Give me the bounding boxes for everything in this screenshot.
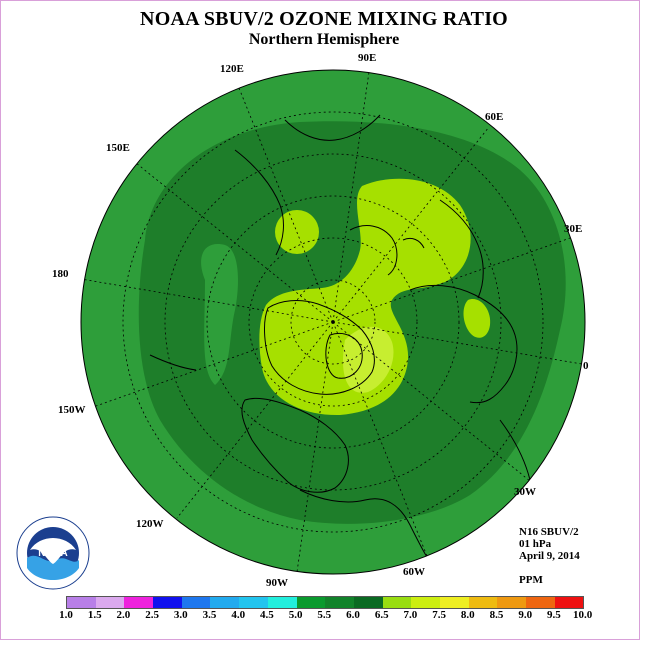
colorbar-segment xyxy=(67,597,96,608)
longitude-meridians xyxy=(81,71,583,573)
lon-label-30w: 30W xyxy=(514,486,536,498)
instrument-label: N16 SBUV/2 xyxy=(519,526,579,538)
lon-label-150e: 150E xyxy=(106,142,130,154)
colorbar-tick-label: 7.5 xyxy=(432,609,446,621)
colorbar-segment xyxy=(497,597,526,608)
figure-title: NOAA SBUV/2 OZONE MIXING RATIO xyxy=(140,8,508,30)
coastlines xyxy=(149,114,531,574)
lon-label-60w: 60W xyxy=(403,566,425,578)
colorbar-tick-label: 7.0 xyxy=(403,609,418,621)
colorbar-segment xyxy=(554,597,584,608)
colorbar-tick-label: 10.0 xyxy=(572,609,593,621)
colorbar-segment xyxy=(181,597,211,608)
colorbar-segment xyxy=(267,597,297,608)
colorbar-segment xyxy=(325,597,354,608)
colorbar-tick-label: 2.5 xyxy=(145,609,159,621)
colorbar-segment xyxy=(210,597,240,608)
lon-label-90w: 90W xyxy=(266,577,288,589)
colorbar-tick-label: 4.5 xyxy=(260,609,274,621)
high-ozone-east-patch xyxy=(463,299,491,338)
latitude-circles xyxy=(122,111,544,533)
figure-frame xyxy=(0,0,640,640)
colorbar-segment xyxy=(353,597,383,608)
colorbar-segment xyxy=(296,597,326,608)
lon-label-30e: 30E xyxy=(564,223,583,235)
colorbar-tick-label: 6.5 xyxy=(374,609,389,621)
colorbar-segment xyxy=(468,597,498,608)
colorbar-tick-label: 8.0 xyxy=(460,609,475,621)
lon-label-90e: 90E xyxy=(358,52,377,64)
colorbar xyxy=(66,596,585,609)
high-ozone-band xyxy=(259,178,471,416)
pressure-level-label: 01 hPa xyxy=(519,538,552,550)
colorbar-segment xyxy=(526,597,555,608)
noaa-logo-text: NOAA xyxy=(38,548,67,559)
date-label: April 9, 2014 xyxy=(519,550,580,562)
colorbar-tick-label: 3.5 xyxy=(202,609,217,621)
colorbar-segment xyxy=(411,597,440,608)
colorbar-tick-label: 9.0 xyxy=(518,609,533,621)
colorbar-segment xyxy=(239,597,268,608)
colorbar-tick-label: 6.0 xyxy=(346,609,360,621)
colorbar-tick-label: 4.0 xyxy=(231,609,246,621)
lon-label-180: 180 xyxy=(52,268,69,280)
colorbar-tick-label: 2.0 xyxy=(116,609,131,621)
lon-label-60e: 60E xyxy=(485,111,504,123)
colorbar-tick-label: 9.5 xyxy=(547,609,561,621)
peak-ozone-band xyxy=(342,326,394,393)
colorbar-tick-label: 5.0 xyxy=(288,609,303,621)
colorbar-segment xyxy=(95,597,125,608)
lon-label-120e: 120E xyxy=(220,63,244,75)
noaa-logo: NOAA xyxy=(16,516,90,590)
units-label: PPM xyxy=(519,574,543,586)
colorbar-tick-label: 5.5 xyxy=(317,609,332,621)
lon-label-150w: 150W xyxy=(58,404,86,416)
map-boundary xyxy=(80,69,586,575)
colorbar-tick-label: 8.5 xyxy=(489,609,504,621)
colorbar-tick-label: 1.5 xyxy=(87,609,102,621)
lon-label-120w: 120W xyxy=(136,518,164,530)
mid-ozone-notch xyxy=(201,244,238,385)
colorbar-segment xyxy=(382,597,412,608)
lon-label-0: 0 xyxy=(583,360,589,372)
colorbar-segment xyxy=(153,597,182,608)
colorbar-tick-label: 3.0 xyxy=(173,609,188,621)
figure-subtitle: Northern Hemisphere xyxy=(248,31,400,48)
colorbar-segment xyxy=(124,597,154,608)
colorbar-segment xyxy=(439,597,469,608)
colorbar-tick-label: 1.0 xyxy=(59,609,73,621)
